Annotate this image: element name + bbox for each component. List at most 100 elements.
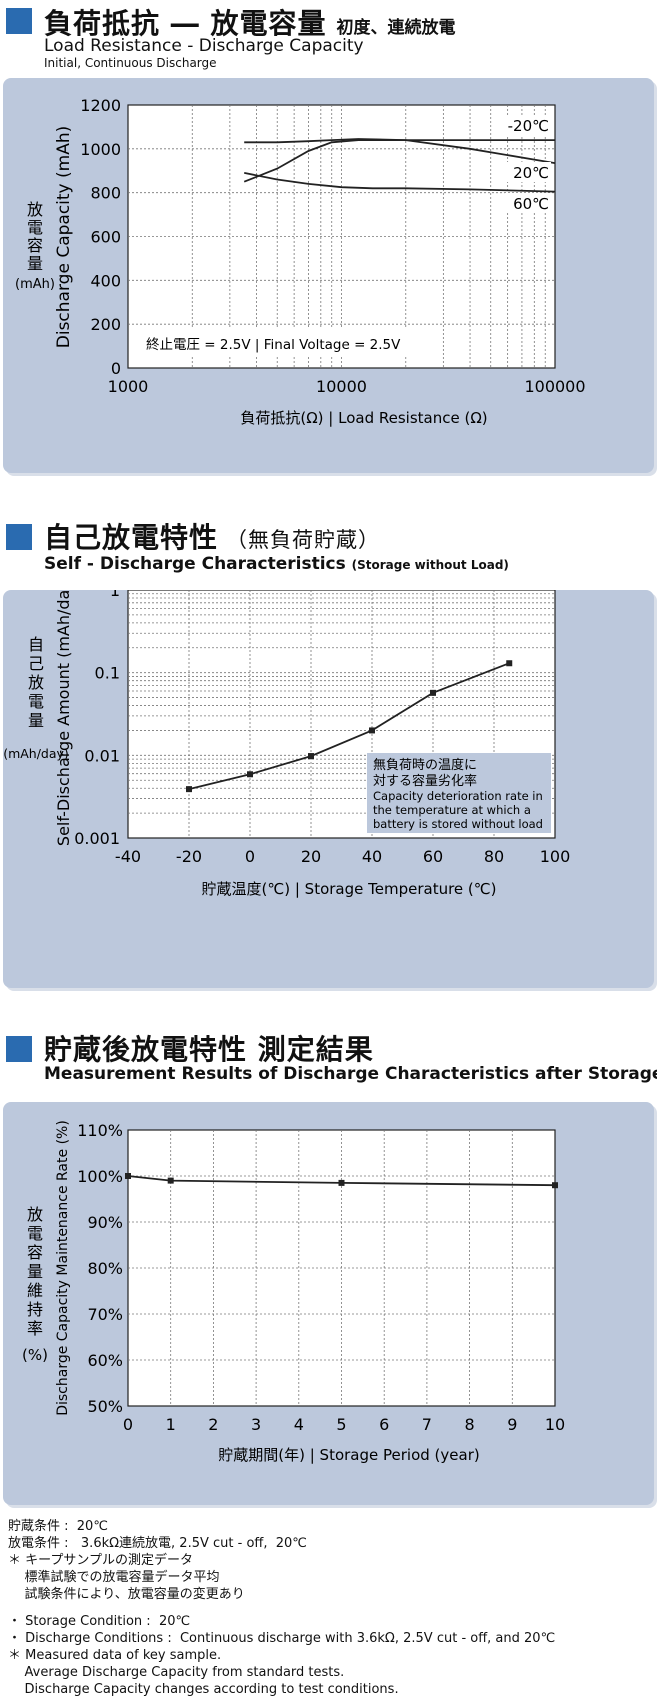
note-line: Discharge Capacity changes according to …: [8, 1682, 399, 1697]
chart1: 終止電圧 = 2.5V | Final Voltage = 2.5V -20℃ 20…: [15, 96, 586, 427]
x-tick-label: 0: [245, 847, 255, 866]
y-axis-label-jp: 量: [28, 711, 44, 730]
y-axis-label-en: Self-Discharge Amount (mAh/day): [54, 590, 73, 846]
y-axis-label-jp-unit: (mAh/day): [3, 746, 69, 761]
x-tick-label: 80: [484, 847, 504, 866]
annotation-en: the temperature at which a: [373, 803, 531, 817]
data-point: [338, 1179, 345, 1186]
data-point: [308, 753, 314, 760]
series-label: 20℃: [513, 164, 549, 182]
y-tick-label: 1000: [80, 140, 121, 159]
note-line: 貯蔵条件 : 20℃: [8, 1519, 108, 1534]
y-tick-label: 110%: [77, 1121, 123, 1140]
x-tick-label: 5: [336, 1415, 346, 1434]
note-line: ＊ Measured data of key sample.: [8, 1648, 222, 1663]
section-marker: [6, 524, 32, 550]
note-line: 放電条件 : 3.6kΩ連続放電, 2.5V cut - off, 20℃: [8, 1536, 307, 1551]
series-line-1: [244, 138, 556, 164]
x-tick-label: -40: [115, 847, 141, 866]
section-marker: [6, 1036, 32, 1062]
note-line: 試験条件により、放電容量の変更あり: [8, 1587, 245, 1602]
section-marker: [6, 8, 32, 34]
final-voltage-annotation: 終止電圧 = 2.5V | Final Voltage = 2.5V: [146, 337, 401, 353]
y-axis-label-jp: 持: [27, 1300, 43, 1319]
y-axis-label-jp: 電: [28, 692, 44, 711]
data-point: [247, 771, 253, 778]
x-tick-label: -20: [176, 847, 202, 866]
annotation-box: [367, 753, 551, 833]
data-point: [186, 786, 192, 793]
x-tick-label: 40: [362, 847, 382, 866]
data-point: [552, 1182, 558, 1189]
section1-title-en: Load Resistance - Discharge Capacity: [44, 36, 364, 56]
x-tick-label: 10000: [316, 377, 367, 396]
x-axis-label: 貯蔵温度(℃) | Storage Temperature (℃): [202, 880, 497, 898]
x-axis-label: 負荷抵抗(Ω) | Load Resistance (Ω): [240, 409, 487, 427]
x-tick-label: 1: [166, 1415, 176, 1434]
y-axis-label-jp-unit: (mAh): [15, 277, 55, 292]
series-label-bg: [505, 115, 551, 135]
notes-jp: 貯蔵条件 : 20℃ 放電条件 : 3.6kΩ連続放電, 2.5V cut - o…: [8, 1518, 307, 1603]
x-tick-label: 60: [423, 847, 443, 866]
y-tick-label: 100%: [77, 1167, 123, 1186]
series-label-bg: [505, 193, 551, 213]
y-tick-label: 200: [90, 315, 121, 334]
section2-title-jp: 自己放電特性 （無負荷貯蔵）: [44, 521, 381, 554]
notes-en: ・ Storage Condition : 20℃ ・ Discharge Con…: [8, 1613, 555, 1698]
x-axis-label: 貯蔵期間(年) | Storage Period (year): [218, 1446, 479, 1464]
note-line: ・ Discharge Conditions : Continuous disc…: [8, 1631, 556, 1646]
section3-title-en: Measurement Results of Discharge Charact…: [44, 1064, 657, 1084]
x-tick-label: 8: [465, 1415, 475, 1434]
y-axis-label-en: Discharge Capacity (mAh): [54, 126, 74, 348]
series-line: [188, 662, 510, 790]
y-axis-label-jp-unit: (%): [22, 1346, 48, 1364]
y-tick-label: 800: [90, 184, 121, 203]
data-point: [506, 660, 513, 667]
y-tick-label: 0.1: [95, 664, 120, 683]
y-tick-label: 1: [110, 590, 120, 600]
series-line: [127, 1175, 556, 1187]
y-axis-label-jp: 電: [27, 218, 43, 237]
y-tick-label: 80%: [87, 1259, 123, 1278]
y-axis-label-jp: 量: [27, 1262, 43, 1281]
x-tick-label: 0: [123, 1415, 133, 1434]
section2-title-en: Self - Discharge Characteristics (Storag…: [44, 554, 509, 574]
y-axis-label-jp: 容: [27, 1243, 43, 1262]
y-tick-label: 70%: [87, 1305, 123, 1324]
x-tick-label: 100000: [524, 377, 585, 396]
series-label: -20℃: [508, 117, 549, 135]
x-tick-label: 1000: [108, 377, 149, 396]
y-axis-label-jp: 己: [28, 654, 44, 673]
x-tick-label: 100: [540, 847, 571, 866]
chart1-panel: 終止電圧 = 2.5V | Final Voltage = 2.5V -20℃ 20…: [3, 78, 654, 473]
series-line-2: [244, 172, 556, 193]
chart3: 50% 60% 70% 80% 90% 100% 110% 0 1 2 3 4 5 6 7 8 9 10 貯蔵期間(…: [22, 1120, 565, 1464]
y-tick-label: 0.001: [74, 829, 120, 848]
note-line: ＊ キープサンプルの測定データ: [8, 1553, 193, 1568]
section3-title-jp: 貯蔵後放電特性 測定結果: [44, 1033, 374, 1066]
data-point: [430, 689, 436, 696]
section1-title-jp: 負荷抵抗 ― 放電容量 初度、連続放電: [44, 7, 456, 40]
y-tick-label: 0.01: [84, 746, 120, 765]
x-tick-label: 4: [294, 1415, 304, 1434]
x-tick-label: 3: [251, 1415, 261, 1434]
annotation-jp: 無負荷時の温度に: [373, 757, 477, 773]
x-tick-label: 20: [301, 847, 321, 866]
series-label: 60℃: [513, 195, 549, 213]
data-point: [369, 727, 375, 734]
y-tick-label: 600: [90, 228, 121, 247]
y-axis-label-jp: 電: [27, 1224, 43, 1243]
section1-subtitle-en: Initial, Continuous Discharge: [44, 56, 217, 70]
chart2-panel: 無負荷時の温度に 対する容量劣化率 Capacity deterioration r…: [3, 574, 654, 988]
x-tick-label: 7: [422, 1415, 432, 1434]
annotation-en: Capacity deterioration rate in: [373, 789, 543, 803]
y-axis-label-jp: 容: [27, 236, 43, 255]
note-line: Average Discharge Capacity from standard…: [8, 1665, 345, 1680]
note-line: ・ Storage Condition : 20℃: [8, 1614, 191, 1629]
y-axis-label-jp: 量: [27, 254, 43, 273]
y-axis-label-jp: 自: [28, 635, 44, 654]
series-line-0: [243, 139, 555, 183]
annotation-en: battery is stored without load: [373, 817, 543, 831]
x-tick-label: 9: [507, 1415, 517, 1434]
